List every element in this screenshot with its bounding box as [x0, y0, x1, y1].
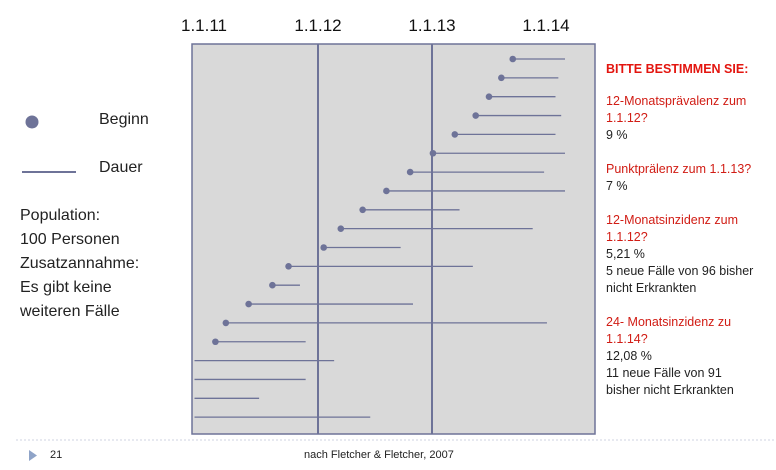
case-start-marker	[485, 93, 493, 100]
question-text: 24- Monatsinzidenz zu	[606, 315, 732, 329]
question-text: 1.1.12?	[606, 230, 648, 244]
case-start-marker	[406, 168, 414, 176]
case-start-marker	[245, 300, 252, 308]
footer-decoration	[16, 439, 776, 461]
case-start-marker	[212, 338, 219, 346]
chart-background	[191, 43, 596, 435]
population-line: Population:	[20, 207, 101, 224]
population-line: Es gibt keine	[20, 279, 112, 296]
case-start-marker	[320, 244, 328, 251]
citation: nach Fletcher & Fletcher, 2007	[304, 449, 454, 461]
question-text: 12-Monatsprävalenz zum	[606, 94, 747, 108]
case-start-marker	[498, 74, 505, 82]
legend-symbols	[22, 115, 76, 173]
question-answer: 9 %	[606, 128, 628, 142]
legend-start-label: Beginn	[99, 111, 149, 128]
case-start-marker	[429, 149, 437, 157]
page-number: 21	[50, 449, 63, 461]
question-4: 24- Monatsinzidenz zu 1.1.14? 12,08 % 11…	[606, 314, 774, 399]
population-info: Population: 100 Personen Zusatzannahme: …	[20, 204, 139, 324]
case-start-marker	[285, 263, 292, 270]
case-start-marker	[509, 55, 517, 63]
question-3: 12-Monatsinzidenz zum 1.1.12? 5,21 % 5 n…	[606, 212, 774, 297]
case-start-marker	[269, 281, 276, 289]
question-explanation: bisher nicht Erkrankten	[606, 383, 734, 397]
question-explanation: 5 neue Fälle von 96 bisher	[606, 264, 754, 278]
case-start-marker	[383, 187, 390, 195]
question-answer: 12,08 %	[606, 349, 652, 363]
year-label: 1.1.14	[522, 16, 570, 35]
question-explanation: 11 neue Fälle von 91	[606, 366, 722, 380]
question-text: 1.1.12?	[606, 111, 648, 125]
case-start-marker	[337, 225, 345, 232]
case-start-marker	[451, 131, 459, 138]
slide-arrow-icon	[29, 450, 37, 461]
case-start-marker	[359, 206, 366, 214]
question-explanation: nicht Erkrankten	[606, 281, 697, 295]
population-line: 100 Personen	[20, 231, 120, 248]
question-1: 12-Monatsprävalenz zum 1.1.12? 9 %	[606, 93, 774, 144]
year-label: 1.1.13	[408, 16, 456, 35]
questions-panel: BITTE BESTIMMEN SIE: 12-Monatsprävalenz …	[606, 62, 774, 399]
population-line: weiteren Fälle	[20, 303, 120, 320]
year-label: 1.1.11	[180, 16, 228, 35]
question-text: 1.1.14?	[606, 332, 648, 346]
question-text: 12-Monatsinzidenz zum	[606, 213, 739, 227]
legend-duration-label: Dauer	[99, 159, 143, 176]
question-text: Punktprälenz zum 1.1.13?	[606, 162, 752, 176]
question-answer: 7 %	[606, 179, 628, 193]
question-2: Punktprälenz zum 1.1.13? 7 %	[606, 161, 774, 195]
population-line: Zusatzannahme:	[20, 255, 140, 272]
question-answer: 5,21 %	[606, 247, 645, 261]
questions-title: BITTE BESTIMMEN SIE:	[606, 62, 749, 76]
case-start-marker	[472, 112, 480, 119]
start-marker-icon	[25, 115, 39, 129]
year-label: 1.1.12	[294, 16, 342, 35]
case-start-marker	[222, 319, 230, 327]
